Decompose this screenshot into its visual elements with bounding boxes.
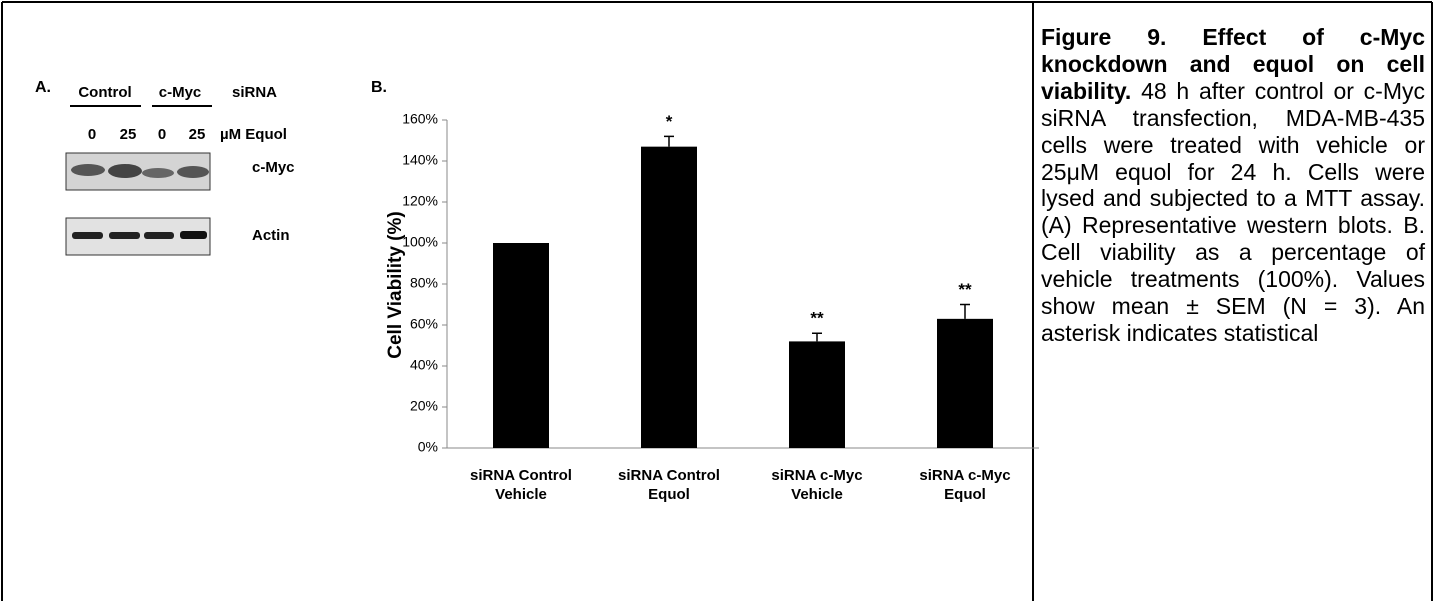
band <box>72 232 103 239</box>
significance-label: ** <box>810 309 824 328</box>
dose-label: 25 <box>189 126 206 143</box>
significance-label: * <box>666 112 673 131</box>
group-label: Control <box>78 84 131 101</box>
y-tick-label: 100% <box>402 234 438 250</box>
band <box>109 232 140 239</box>
caption-text: 48 h after control or c-Myc siRNA transf… <box>1041 77 1425 346</box>
y-tick-label: 0% <box>418 439 438 455</box>
row-label: µM Equol <box>220 126 287 143</box>
x-tick-label: siRNA Control Vehicle <box>470 467 572 503</box>
caption: Figure 9. Effect of c-Myc knockdown and … <box>1041 24 1425 347</box>
bar <box>493 243 549 448</box>
band <box>177 166 209 178</box>
error-bar <box>664 135 674 147</box>
dose-label: 25 <box>120 126 137 143</box>
band <box>71 164 105 176</box>
band <box>108 164 142 178</box>
caption-title: Figure 9. Effect of c-Myc knockdown and … <box>1041 24 1425 104</box>
panel-label: A. <box>35 79 51 96</box>
blot-label: Actin <box>252 227 290 244</box>
band <box>180 231 207 239</box>
y-tick-label: 80% <box>410 275 438 291</box>
error-bar <box>960 303 970 319</box>
significance-label: ** <box>958 280 972 299</box>
bar <box>937 318 993 448</box>
y-tick-label: 40% <box>410 357 438 373</box>
x-tick-label: siRNA c-Myc Vehicle <box>771 467 863 503</box>
bar <box>641 146 697 448</box>
bar <box>789 341 845 448</box>
x-tick-label: siRNA c-Myc Equol <box>919 467 1011 503</box>
y-tick-label: 20% <box>410 398 438 414</box>
y-tick-label: 120% <box>402 193 438 209</box>
group-label: c-Myc <box>159 84 202 101</box>
error-bar <box>812 332 822 342</box>
y-axis-title: Cell Viability (%) <box>385 211 406 358</box>
band <box>142 168 174 178</box>
dose-label: 0 <box>158 126 166 143</box>
x-tick-label: siRNA Control Equol <box>618 467 720 503</box>
panel-label: B. <box>371 79 387 96</box>
blot-label: c-Myc <box>252 159 295 176</box>
dose-label: 0 <box>88 126 96 143</box>
y-tick-label: 60% <box>410 316 438 332</box>
y-tick-label: 160% <box>402 111 438 127</box>
row-label: siRNA <box>232 84 277 101</box>
y-tick-label: 140% <box>402 152 438 168</box>
band <box>144 232 174 239</box>
